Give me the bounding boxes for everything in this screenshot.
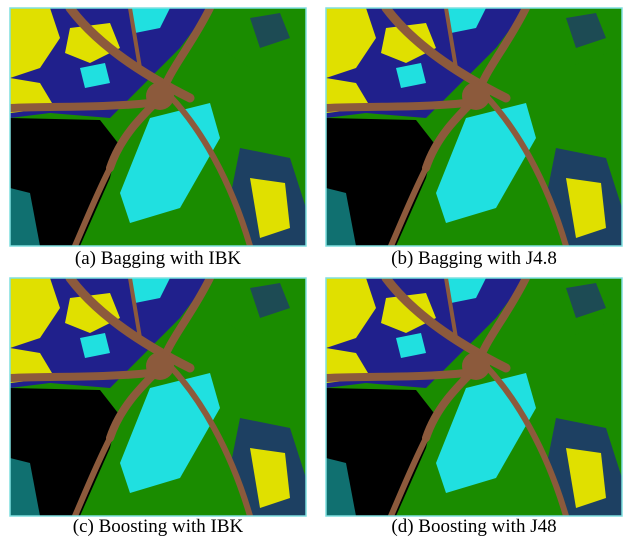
caption: (d) Boosting with J48 (391, 516, 556, 537)
panel-c: (c) Boosting with IBK (10, 278, 306, 537)
caption: (b) Bagging with J4.8 (391, 248, 557, 269)
caption: (a) Bagging with IBK (75, 248, 242, 269)
panel-d: (d) Boosting with J48 (326, 278, 622, 537)
figure: (a) Bagging with IBK (b) Bagging with J4… (0, 0, 632, 543)
panel-a: (a) Bagging with IBK (10, 8, 306, 269)
panel-b: (b) Bagging with J4.8 (326, 8, 622, 269)
caption: (c) Boosting with IBK (73, 516, 244, 537)
